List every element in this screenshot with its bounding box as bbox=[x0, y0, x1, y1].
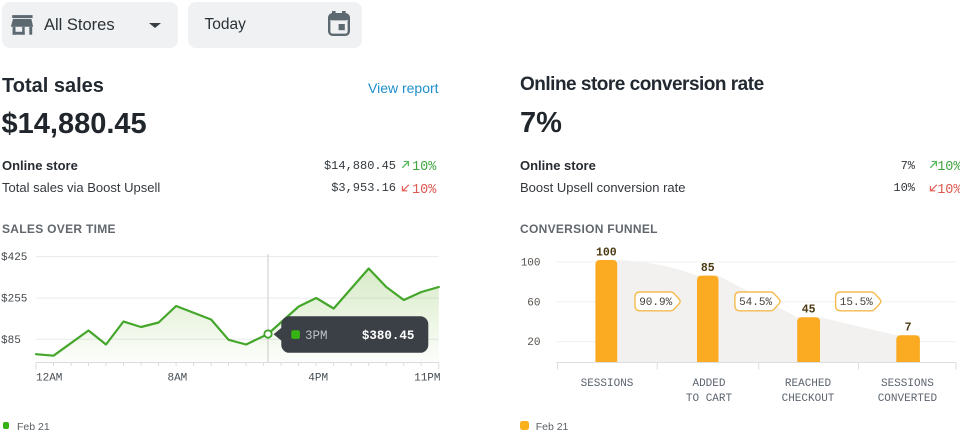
svg-text:SESSIONS: SESSIONS bbox=[881, 378, 934, 390]
svg-text:100: 100 bbox=[521, 257, 541, 269]
svg-text:90.9%: 90.9% bbox=[639, 297, 672, 309]
svg-text:$85: $85 bbox=[1, 335, 21, 347]
svg-text:100: 100 bbox=[596, 247, 617, 260]
svg-text:CONVERTED: CONVERTED bbox=[878, 393, 938, 405]
svg-text:REACHED: REACHED bbox=[785, 378, 832, 390]
svg-text:TO CART: TO CART bbox=[686, 393, 733, 405]
svg-text:15.5%: 15.5% bbox=[840, 297, 873, 309]
svg-text:45: 45 bbox=[802, 304, 816, 317]
svg-text:85: 85 bbox=[701, 262, 715, 275]
svg-text:11PM: 11PM bbox=[414, 373, 440, 385]
svg-text:12AM: 12AM bbox=[36, 373, 62, 385]
svg-text:4PM: 4PM bbox=[308, 373, 328, 385]
svg-text:60: 60 bbox=[527, 297, 540, 309]
svg-text:54.5%: 54.5% bbox=[739, 297, 772, 309]
svg-text:$425: $425 bbox=[1, 252, 27, 264]
svg-text:$255: $255 bbox=[1, 294, 27, 306]
svg-text:20: 20 bbox=[527, 337, 540, 349]
svg-text:7: 7 bbox=[905, 322, 912, 335]
svg-text:$380.45: $380.45 bbox=[362, 329, 415, 343]
svg-text:3PM: 3PM bbox=[305, 329, 328, 343]
svg-text:CHECKOUT: CHECKOUT bbox=[782, 393, 835, 405]
svg-text:SESSIONS: SESSIONS bbox=[581, 378, 634, 390]
svg-text:ADDED: ADDED bbox=[692, 378, 725, 390]
svg-text:8AM: 8AM bbox=[167, 373, 187, 385]
